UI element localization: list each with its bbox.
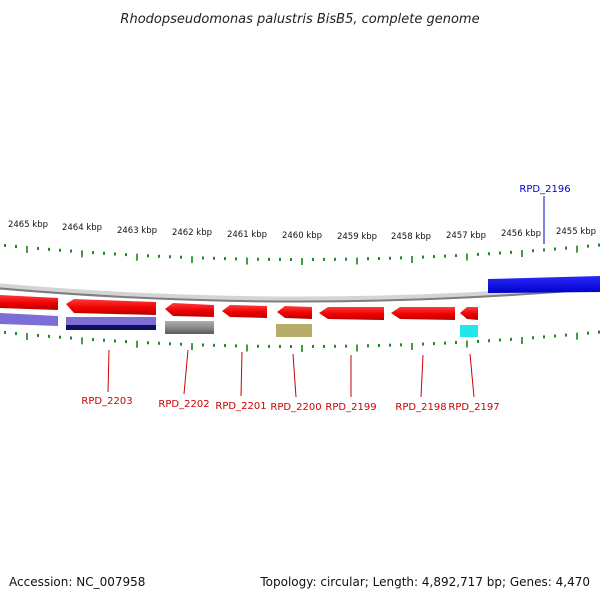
gene-label: RPD_2197: [448, 402, 499, 413]
ruler-label: 2464 kbp: [62, 223, 102, 233]
ruler-label: 2461 kbp: [227, 230, 267, 240]
ruler-label: 2459 kbp: [337, 232, 377, 242]
ruler-label: 2456 kbp: [501, 229, 541, 239]
feature-bar: [460, 325, 478, 337]
genome-title: Rhodopseudomonas palustris BisB5, comple…: [120, 12, 479, 27]
gene-arrow-reverse[interactable]: [66, 299, 156, 315]
gene-rpd-2201[interactable]: RPD_2201: [215, 305, 267, 412]
lower-tick-marks: [4, 330, 600, 352]
gene-leader-line: [183, 349, 189, 395]
feature-bar-upstream: [0, 313, 58, 326]
gene-label: RPD_2202: [158, 399, 209, 410]
feature-bar: [276, 324, 312, 337]
gene-arrow-reverse[interactable]: [391, 307, 455, 320]
gene-arrow-reverse[interactable]: [222, 305, 267, 318]
genome-backbone-edge: [0, 287, 600, 303]
gene-rpd-2200[interactable]: RPD_2200: [270, 306, 322, 413]
gene-rpd-2196[interactable]: RPD_2196: [488, 184, 600, 293]
ruler-label: 2465 kbp: [8, 220, 48, 230]
gene-rpd-2202[interactable]: RPD_2202: [158, 303, 214, 410]
gene-label: RPD_2203: [81, 396, 132, 407]
ruler-label: 2458 kbp: [391, 232, 431, 242]
gene-rpd-2198[interactable]: RPD_2198: [391, 307, 455, 413]
ruler-label: 2455 kbp: [556, 227, 596, 237]
gene-label: RPD_2201: [215, 401, 266, 412]
gene-rpd-2199[interactable]: RPD_2199: [319, 307, 384, 413]
feature-bar: [165, 321, 214, 334]
ruler-label: 2457 kbp: [446, 231, 486, 241]
feature-bar-dark: [66, 325, 156, 330]
gene-label: RPD_2198: [395, 402, 446, 413]
gene-arrow-reverse[interactable]: [277, 306, 312, 319]
gene-rpd-2197[interactable]: RPD_2197: [448, 307, 500, 413]
gene-leader-line: [420, 354, 424, 398]
gene-leader-line: [240, 351, 243, 397]
gene-leader-line: [107, 349, 110, 393]
gene-label: RPD_2196: [519, 184, 570, 195]
gene-arrow-reverse[interactable]: [165, 303, 214, 317]
ruler-label: 2460 kbp: [282, 231, 322, 241]
gene-arrow-reverse[interactable]: [319, 307, 384, 320]
gene-leader-line: [469, 353, 475, 398]
gene-label: RPD_2200: [270, 402, 321, 413]
genome-summary: Topology: circular; Length: 4,892,717 bp…: [259, 575, 590, 589]
gene-arrow-forward[interactable]: [488, 276, 600, 293]
gene-label: RPD_2199: [325, 402, 376, 413]
accession-label: Accession: NC_007958: [9, 575, 145, 589]
upper-tick-marks: [4, 243, 600, 265]
upper-ruler: 2465 kbp 2464 kbp 2463 kbp 2462 kbp 2461…: [4, 220, 600, 265]
feature-bar: [66, 317, 156, 328]
ruler-label: 2462 kbp: [172, 228, 212, 238]
gene-arrow-reverse[interactable]: [460, 307, 478, 320]
gene-leader-line: [292, 353, 297, 398]
gene-arrow-upstream[interactable]: [0, 295, 58, 310]
ruler-label: 2463 kbp: [117, 226, 157, 236]
gene-rpd-2203[interactable]: RPD_2203: [0, 295, 156, 407]
